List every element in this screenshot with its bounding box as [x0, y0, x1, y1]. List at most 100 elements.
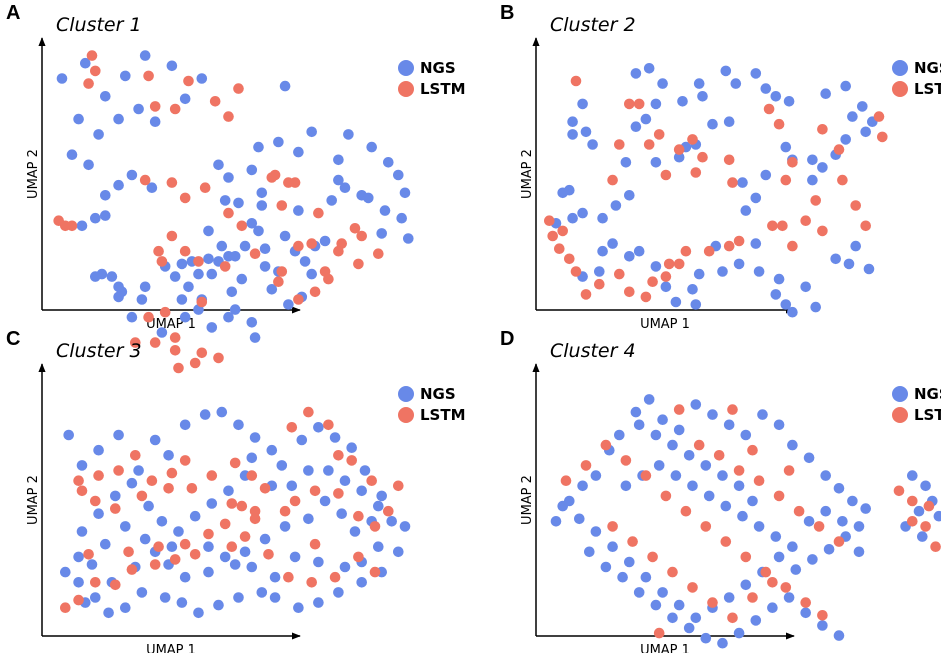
data-point — [810, 195, 821, 206]
data-point — [100, 210, 111, 221]
data-point — [253, 141, 264, 153]
data-point — [86, 50, 98, 61]
data-point — [56, 73, 68, 84]
legend-marker-lstm — [892, 81, 908, 97]
data-point — [219, 261, 231, 272]
data-point — [607, 521, 618, 532]
data-point — [750, 238, 762, 249]
data-point — [139, 174, 151, 186]
data-point — [110, 579, 121, 591]
data-point — [159, 306, 171, 318]
data-point — [179, 455, 191, 466]
data-point — [840, 134, 851, 145]
data-point — [850, 240, 861, 252]
data-point — [747, 495, 758, 507]
data-point — [680, 505, 692, 517]
data-point — [723, 240, 735, 252]
data-point — [663, 258, 675, 270]
data-point — [773, 273, 785, 285]
data-point — [133, 465, 144, 476]
data-point — [767, 220, 778, 232]
legend-label-lstm: LSTM — [420, 406, 466, 424]
data-point — [120, 602, 131, 613]
data-point — [920, 521, 931, 532]
data-point — [386, 516, 398, 527]
data-point — [100, 190, 111, 201]
panel-d: D Cluster 4 UMAP 1 UMAP 2 NGS LSTM — [494, 326, 941, 653]
data-point — [673, 424, 685, 436]
data-point — [193, 256, 204, 267]
data-point — [179, 419, 191, 431]
data-point — [196, 296, 208, 308]
data-point — [333, 245, 344, 257]
data-point — [203, 225, 214, 237]
data-point — [803, 452, 815, 464]
data-point — [369, 566, 381, 578]
data-point — [113, 291, 124, 303]
data-point — [156, 256, 168, 267]
data-point — [803, 516, 815, 527]
data-point — [283, 177, 294, 188]
data-point — [920, 480, 931, 492]
data-point — [800, 607, 811, 619]
data-point — [860, 503, 871, 514]
legend-marker-ngs — [398, 386, 414, 402]
data-point — [113, 113, 124, 125]
data-point — [339, 475, 351, 486]
data-point — [149, 559, 161, 570]
x-axis-label: UMAP 1 — [146, 643, 196, 653]
data-point — [269, 592, 281, 603]
data-point — [93, 508, 104, 519]
data-point — [650, 599, 662, 611]
data-point — [823, 544, 835, 555]
data-point — [783, 96, 795, 107]
data-point — [753, 266, 765, 277]
data-point — [146, 475, 158, 486]
data-point — [293, 294, 304, 305]
data-point — [376, 490, 388, 502]
data-point — [713, 450, 725, 461]
data-point — [750, 192, 762, 204]
data-point — [777, 220, 788, 232]
data-point — [339, 561, 351, 573]
data-point — [273, 136, 284, 148]
data-point — [614, 268, 625, 280]
data-point — [76, 460, 88, 471]
data-point — [293, 602, 304, 613]
data-point — [266, 444, 278, 456]
data-point — [737, 510, 748, 522]
data-point — [279, 230, 291, 242]
data-point — [249, 248, 261, 259]
data-point — [707, 118, 718, 130]
data-point — [687, 480, 698, 492]
data-point — [570, 266, 582, 277]
data-point — [163, 483, 174, 494]
data-point — [574, 513, 585, 525]
data-point — [359, 465, 371, 476]
data-point — [86, 559, 98, 570]
data-point — [216, 406, 228, 418]
data-point — [286, 422, 298, 433]
data-point — [650, 98, 662, 110]
data-point — [156, 327, 168, 338]
data-point — [303, 406, 314, 418]
data-point — [333, 488, 344, 499]
data-point — [156, 516, 168, 527]
series-lstm — [53, 50, 384, 374]
data-point — [597, 245, 608, 257]
data-point — [697, 151, 708, 163]
data-point — [233, 83, 244, 94]
data-point — [677, 96, 688, 107]
data-point — [246, 452, 258, 464]
data-point — [253, 225, 264, 237]
data-point — [580, 126, 592, 138]
data-point — [590, 526, 602, 537]
data-point — [624, 98, 635, 110]
data-point — [203, 566, 214, 578]
data-point — [309, 286, 321, 298]
data-point — [627, 536, 638, 547]
y-axis-label: UMAP 2 — [26, 149, 41, 199]
data-point — [620, 157, 632, 168]
data-point — [256, 187, 268, 199]
